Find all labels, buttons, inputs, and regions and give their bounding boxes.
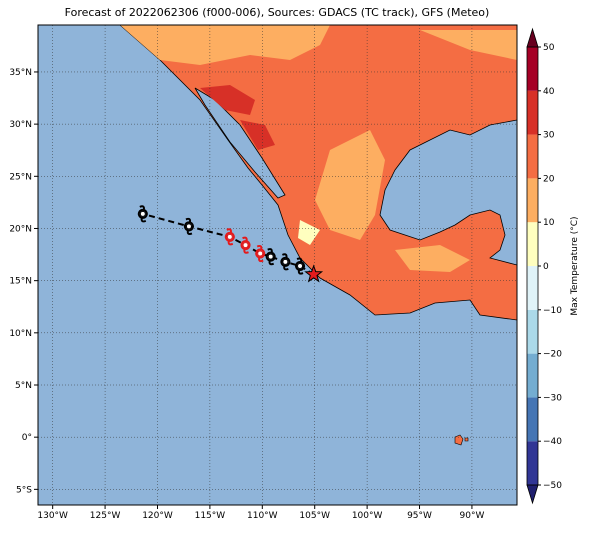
storm-symbol <box>295 257 306 275</box>
x-tick-label: 100°W <box>352 511 383 521</box>
y-tick-label: 35°N <box>9 68 32 78</box>
storm-center <box>297 263 304 270</box>
colorbar-band <box>527 309 538 354</box>
colorbar-tick-label: 20 <box>543 174 555 184</box>
storm-center <box>242 242 249 249</box>
x-tick-label: 115°W <box>195 511 226 521</box>
storm-center <box>185 223 192 230</box>
y-tick-label: 5°N <box>15 381 32 391</box>
colorbar-label: Max Temperature (°C) <box>570 216 580 315</box>
x-tick-label: 130°W <box>37 511 68 521</box>
storm-symbol <box>255 244 266 263</box>
colorbar-band <box>527 397 538 442</box>
gulf-of-california <box>194 87 286 199</box>
storm-symbol <box>183 217 194 235</box>
colorbar-tick-label: −10 <box>543 306 562 316</box>
storm-symbol <box>224 228 235 246</box>
colorbar-tick-label: −50 <box>543 481 562 491</box>
x-tick-label: 110°W <box>247 511 278 521</box>
y-tick-label: 20°N <box>9 224 32 234</box>
colorbar-tick-label: 10 <box>543 218 555 228</box>
colorbar-band <box>527 90 538 135</box>
map <box>38 25 517 505</box>
temperature-patches <box>120 25 517 272</box>
colorbar-tick-label: 40 <box>543 87 555 97</box>
storm-center <box>267 253 274 260</box>
colorbar-band <box>527 178 538 223</box>
title: Forecast of 2022062306 (f000-006), Sourc… <box>65 6 490 19</box>
y-tick-label: 15°N <box>9 277 32 287</box>
colorbar-tick-label: 0 <box>543 262 549 272</box>
y-tick-label: 0° <box>22 433 32 443</box>
storm-symbol <box>280 253 291 271</box>
colorbar-extend-low <box>526 484 539 505</box>
islands <box>454 434 469 446</box>
y-tick-label: 25°N <box>9 172 32 182</box>
colorbar-band <box>527 266 538 310</box>
colorbar-tick-label: 50 <box>543 43 555 53</box>
x-tick-label: 105°W <box>299 511 330 521</box>
frame <box>37 24 518 506</box>
storm-center <box>282 258 289 265</box>
colorbar-band <box>527 47 538 91</box>
x-tick-label: 120°W <box>142 511 173 521</box>
colorbar-tick-label: −20 <box>543 350 562 360</box>
colorbar-band <box>527 353 538 398</box>
colorbar-band <box>527 222 538 266</box>
storm-symbol <box>240 236 251 254</box>
storm-symbol <box>137 205 148 223</box>
colorbar-band <box>527 441 538 485</box>
colorbar-tick-label: −30 <box>543 393 562 403</box>
storm-symbol <box>265 248 276 266</box>
colorbar-extend-high <box>526 27 539 48</box>
y-tick-label: 30°N <box>9 120 32 130</box>
colorbar-tick-label: −40 <box>543 437 562 447</box>
storm-center <box>257 250 264 257</box>
x-tick-label: 90°W <box>460 511 485 521</box>
x-tick-label: 125°W <box>90 511 121 521</box>
track-line <box>142 212 315 276</box>
current-position <box>304 264 324 283</box>
y-tick-label: 5°S <box>16 485 32 495</box>
y-tick-label: 10°N <box>9 329 32 339</box>
storm-center <box>226 233 233 240</box>
x-tick-label: 95°W <box>407 511 432 521</box>
storm-center <box>139 210 146 217</box>
colorbar-band <box>527 134 538 179</box>
colorbar-tick-label: 30 <box>543 131 555 141</box>
